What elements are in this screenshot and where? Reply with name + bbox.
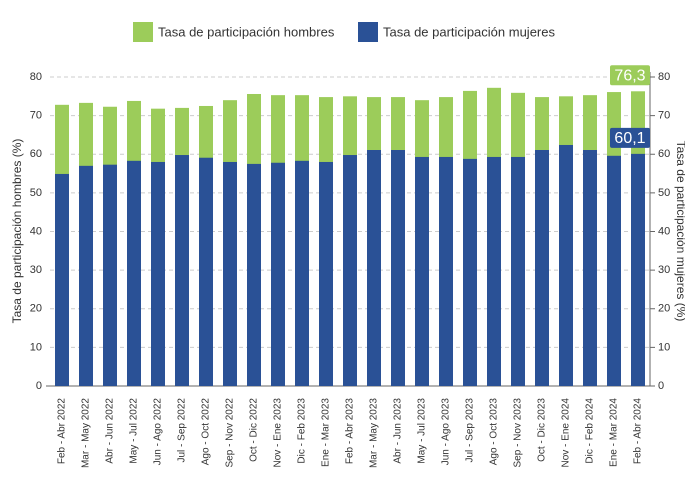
- bar: [55, 173, 69, 386]
- x-tick-label: Jul - Sep 2022: [177, 398, 188, 463]
- x-tick-label: Sep - Nov 2022: [225, 398, 236, 468]
- bar: [391, 150, 405, 386]
- x-tick-label: Jul - Sep 2023: [465, 398, 476, 463]
- y2-tick-label: 30: [658, 264, 670, 276]
- bar: [319, 161, 333, 386]
- y-tick-label: 10: [30, 341, 42, 353]
- y-tick-label: 40: [30, 225, 42, 237]
- bar: [79, 165, 93, 386]
- value-label-box: [610, 65, 650, 86]
- y2-tick-label: 70: [658, 110, 670, 122]
- y2-tick-label: 0: [658, 380, 664, 392]
- x-tick-label: Feb - Abr 2022: [57, 398, 68, 465]
- x-tick-label: Jun - Ago 2022: [153, 398, 164, 466]
- y-tick-label: 70: [30, 110, 42, 122]
- y-axis-label: Tasa de participación hombres (%): [10, 139, 24, 324]
- y2-axis-label: Tasa de participación mujeres (%): [674, 141, 685, 322]
- bar: [127, 160, 141, 386]
- x-tick-label: Oct - Dic 2022: [249, 398, 260, 462]
- x-tick-label: Nov - Ene 2024: [561, 398, 572, 468]
- y2-tick-label: 60: [658, 148, 670, 160]
- bar: [199, 157, 213, 386]
- bar: [343, 155, 357, 386]
- x-tick-label: Abr - Jun 2023: [393, 398, 404, 464]
- y-tick-label: 0: [36, 380, 42, 392]
- x-tick-label: Feb - Abr 2024: [633, 398, 644, 465]
- y2-tick-label: 80: [658, 71, 670, 83]
- bar: [175, 155, 189, 386]
- bar: [487, 156, 501, 386]
- bar: [439, 156, 453, 386]
- bar: [247, 163, 261, 386]
- x-tick-label: Ene - Mar 2023: [321, 398, 332, 467]
- y2-tick-label: 20: [658, 303, 670, 315]
- x-tick-label: Dic - Feb 2024: [585, 398, 596, 464]
- x-tick-label: Oct - Dic 2023: [537, 398, 548, 462]
- y-tick-label: 20: [30, 303, 42, 315]
- legend-label: Tasa de participación mujeres: [383, 24, 555, 39]
- legend-swatch: [133, 22, 153, 42]
- legend-swatch: [358, 22, 378, 42]
- x-tick-label: Ene - Mar 2024: [609, 398, 620, 467]
- y2-tick-label: 40: [658, 225, 670, 237]
- bar: [559, 144, 573, 386]
- x-tick-label: May - Jul 2023: [417, 398, 428, 464]
- x-tick-label: Dic - Feb 2023: [297, 398, 308, 464]
- bar: [463, 158, 477, 386]
- bar: [103, 164, 117, 386]
- x-tick-label: Feb - Abr 2023: [345, 398, 356, 465]
- y-tick-label: 80: [30, 71, 42, 83]
- x-tick-label: Nov - Ene 2023: [273, 398, 284, 468]
- bar: [583, 150, 597, 386]
- x-tick-label: Mar - May 2023: [369, 398, 380, 468]
- y2-tick-label: 10: [658, 341, 670, 353]
- value-label: 76,3: [614, 68, 645, 85]
- x-tick-label: Ago - Oct 2022: [201, 398, 212, 466]
- x-tick-label: Mar - May 2022: [81, 398, 92, 468]
- bar: [631, 153, 645, 386]
- value-label-box: [610, 127, 650, 148]
- bar: [151, 161, 165, 386]
- x-tick-label: Jun - Ago 2023: [441, 398, 452, 466]
- bar: [223, 161, 237, 386]
- value-label: 60,1: [614, 130, 645, 147]
- y-tick-label: 30: [30, 264, 42, 276]
- x-tick-label: Sep - Nov 2023: [513, 398, 524, 468]
- bar: [535, 150, 549, 386]
- x-tick-label: Ago - Oct 2023: [489, 398, 500, 466]
- y2-tick-label: 50: [658, 187, 670, 199]
- bar: [511, 156, 525, 386]
- bar: [295, 160, 309, 386]
- x-tick-label: Abr - Jun 2022: [105, 398, 116, 464]
- bar: [271, 162, 285, 386]
- bar: [607, 155, 621, 386]
- y-tick-label: 50: [30, 187, 42, 199]
- x-tick-label: May - Jul 2022: [129, 398, 140, 464]
- bar: [415, 156, 429, 386]
- bar: [367, 150, 381, 386]
- legend-label: Tasa de participación hombres: [158, 24, 335, 39]
- y-tick-label: 60: [30, 148, 42, 160]
